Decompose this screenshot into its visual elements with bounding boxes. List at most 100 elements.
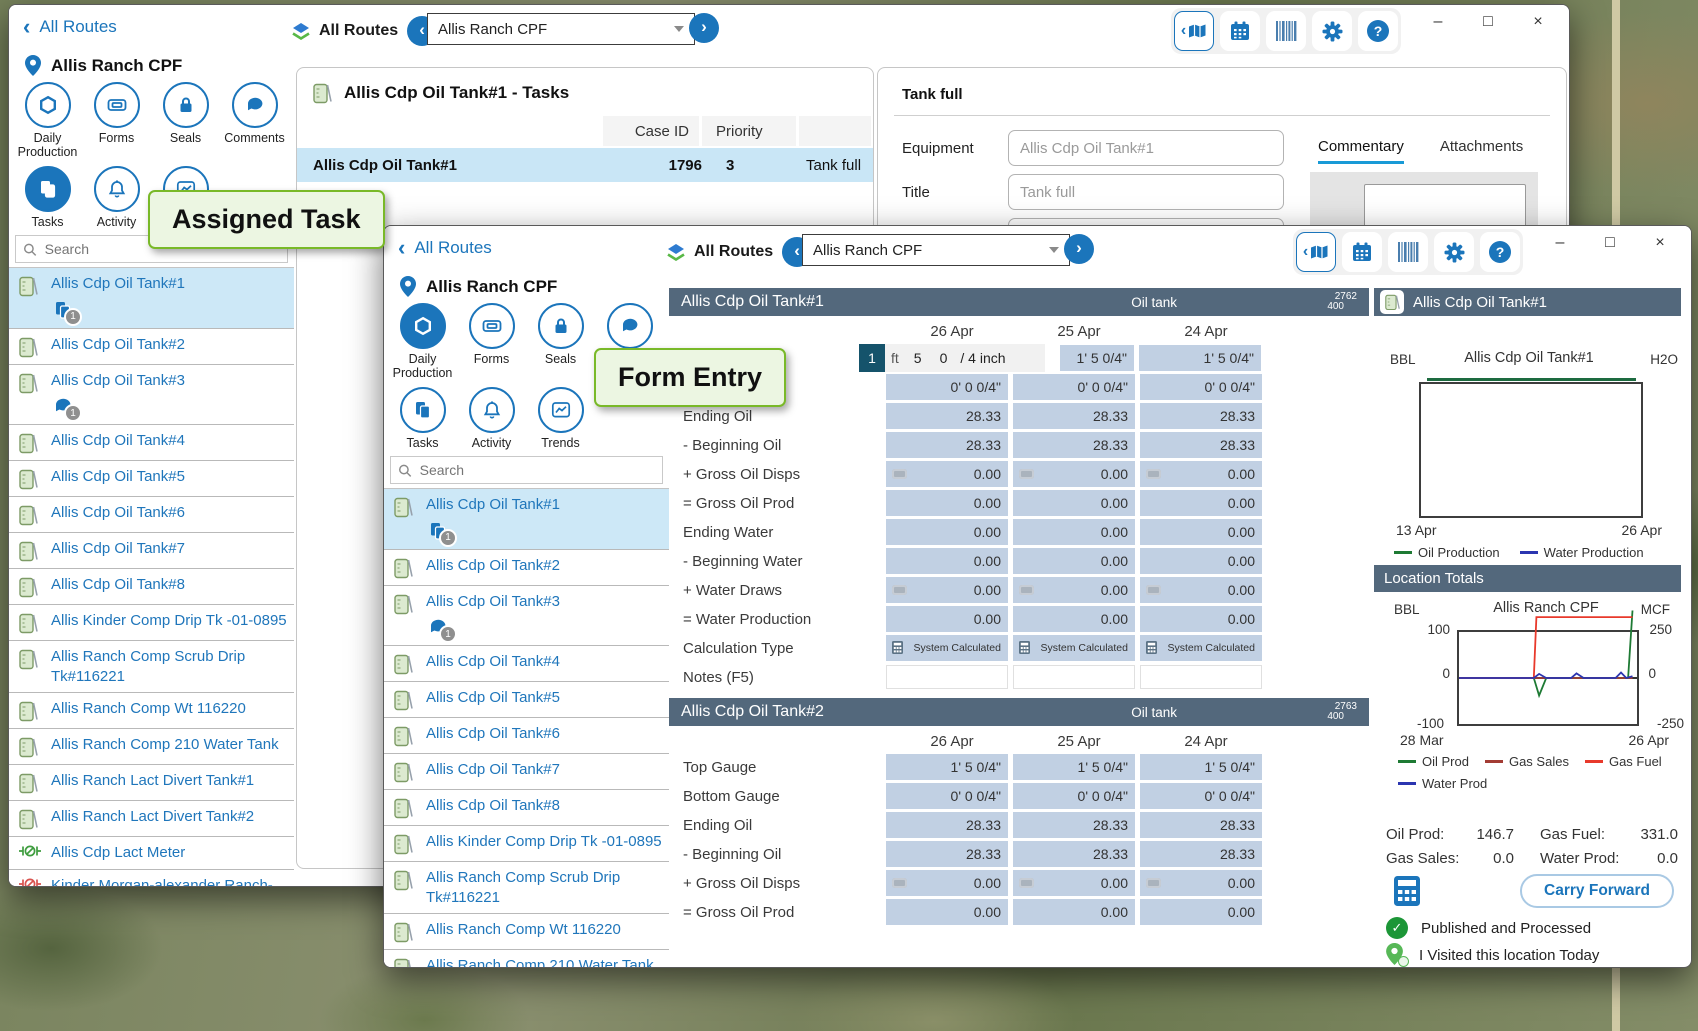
settings-button[interactable] xyxy=(1312,11,1352,51)
sidebar-location-item[interactable]: Allis Ranch Comp 210 Water Tank xyxy=(384,950,669,967)
nav-activity[interactable]: Activity xyxy=(82,165,151,229)
equipment-input[interactable]: Allis Cdp Oil Tank#1 xyxy=(1008,130,1284,166)
form-cell-25apr[interactable]: 1' 5 0/4" xyxy=(1013,754,1135,780)
sidebar-location-item[interactable]: Allis Cdp Oil Tank#7 xyxy=(384,754,669,791)
form-cell-25apr[interactable]: 28.33 xyxy=(1013,841,1135,867)
form-cell-26apr[interactable]: 0.00 xyxy=(886,519,1008,545)
sidebar-location-item[interactable]: Allis Cdp Oil Tank#6 xyxy=(9,497,294,534)
form-cell-26apr[interactable]: System Calculated xyxy=(886,635,1008,661)
form-cell-25apr[interactable]: System Calculated xyxy=(1013,635,1135,661)
map-view-button[interactable]: ‹ xyxy=(1296,232,1336,272)
back-all-routes-link[interactable]: ‹ All Routes xyxy=(398,237,492,259)
nav-forms[interactable]: Forms xyxy=(82,82,151,160)
close-button[interactable]: × xyxy=(1533,13,1543,30)
gauge-inches-value[interactable]: 5 xyxy=(913,350,922,366)
sidebar-location-item[interactable]: Allis Cdp Oil Tank#4 xyxy=(384,646,669,683)
form-cell-26apr[interactable]: 1' 5 0/4" xyxy=(886,754,1008,780)
nav-seals[interactable]: Seals xyxy=(526,303,595,381)
title-input[interactable]: Tank full xyxy=(1008,174,1284,210)
form-cell-26apr[interactable]: 0.00 xyxy=(886,490,1008,516)
form-cell-26apr[interactable]: 28.33 xyxy=(886,841,1008,867)
form-cell-25apr[interactable]: 1' 5 0/4" xyxy=(1060,345,1134,371)
form-cell-26apr[interactable]: 0.00 xyxy=(886,577,1008,603)
back-all-routes-link[interactable]: ‹ All Routes xyxy=(23,16,117,38)
maximize-button[interactable]: □ xyxy=(1605,234,1615,251)
nav-comments[interactable]: Comments xyxy=(220,82,289,160)
map-view-button[interactable]: ‹ xyxy=(1174,11,1214,51)
form-cell-24apr[interactable]: 1' 5 0/4" xyxy=(1140,754,1262,780)
form-cell-24apr[interactable]: 0.00 xyxy=(1140,899,1262,925)
minimize-button[interactable]: – xyxy=(1433,13,1443,30)
settings-button[interactable] xyxy=(1434,232,1474,272)
form-cell-24apr[interactable]: 28.33 xyxy=(1140,432,1262,458)
form-cell-24apr[interactable]: 28.33 xyxy=(1140,403,1262,429)
nav-daily-production[interactable]: Daily Production xyxy=(388,303,457,381)
sidebar-location-item[interactable]: Allis Cdp Oil Tank#2 xyxy=(384,549,669,586)
form-cell-26apr[interactable]: 28.33 xyxy=(886,403,1008,429)
form-cell-24apr[interactable]: 1' 5 0/4" xyxy=(1139,345,1261,371)
sidebar-location-item[interactable]: Allis Cdp Oil Tank#3 1 1 xyxy=(9,364,294,426)
calendar-button[interactable] xyxy=(1220,11,1260,51)
form-cell-25apr[interactable]: 0' 0 0/4" xyxy=(1013,374,1135,400)
sidebar-location-item[interactable]: Allis Cdp Oil Tank#4 xyxy=(9,425,294,462)
form-cell-26apr[interactable]: 0.00 xyxy=(886,870,1008,896)
calculator-button[interactable] xyxy=(1394,876,1420,906)
sidebar-location-item[interactable]: Allis Ranch Lact Divert Tank#2 xyxy=(9,801,294,838)
help-button[interactable]: ? xyxy=(1358,11,1398,51)
route-next-button[interactable]: › xyxy=(689,13,719,43)
help-button[interactable]: ? xyxy=(1480,232,1520,272)
form-cell-24apr[interactable]: 0.00 xyxy=(1140,490,1262,516)
tab-commentary[interactable]: Commentary xyxy=(1318,138,1404,164)
form-cell-26apr[interactable]: 0.00 xyxy=(886,548,1008,574)
nav-forms[interactable]: Forms xyxy=(457,303,526,381)
form-cell-25apr[interactable]: 28.33 xyxy=(1013,432,1135,458)
task-badge[interactable]: 1 xyxy=(53,300,82,326)
form-cell-25apr[interactable]: 28.33 xyxy=(1013,403,1135,429)
form-cell-25apr[interactable]: 28.33 xyxy=(1013,812,1135,838)
sidebar-location-item[interactable]: Allis Cdp Oil Tank#6 xyxy=(384,718,669,755)
sidebar-location-item[interactable]: Allis Cdp Oil Tank#5 xyxy=(9,461,294,498)
carry-forward-button[interactable]: Carry Forward xyxy=(1520,874,1674,908)
form-cell-25apr[interactable]: 0.00 xyxy=(1013,461,1135,487)
sidebar-location-item[interactable]: Allis Ranch Comp Scrub Drip Tk#116221 xyxy=(384,862,669,915)
sidebar-location-item[interactable]: Allis Cdp Oil Tank#1 1 1 xyxy=(9,268,294,329)
form-cell-25apr[interactable]: 0.00 xyxy=(1013,548,1135,574)
form-cell-26apr[interactable]: 28.33 xyxy=(886,432,1008,458)
form-cell-24apr[interactable]: System Calculated xyxy=(1140,635,1262,661)
maximize-button[interactable]: □ xyxy=(1483,13,1493,30)
route-next-button[interactable]: › xyxy=(1064,234,1094,264)
nav-tasks[interactable]: Tasks xyxy=(13,165,82,229)
sidebar-location-item[interactable]: Allis Ranch Comp 210 Water Tank xyxy=(9,729,294,766)
comment-badge[interactable]: 1 xyxy=(53,396,82,423)
calendar-button[interactable] xyxy=(1342,232,1382,272)
form-cell-24apr[interactable]: 0.00 xyxy=(1140,577,1262,603)
form-cell-25apr[interactable]: 0.00 xyxy=(1013,870,1135,896)
sidebar-location-item[interactable]: Allis Ranch Comp Wt 116220 xyxy=(384,914,669,951)
nav-trends[interactable]: Trends xyxy=(526,386,595,450)
task-badge[interactable]: 1 xyxy=(428,521,457,547)
sidebar-location-item[interactable]: Allis Cdp Oil Tank#2 xyxy=(9,328,294,365)
sidebar-location-item[interactable]: Allis Ranch Comp Scrub Drip Tk#116221 xyxy=(9,641,294,694)
sidebar-location-item[interactable]: Allis Kinder Comp Drip Tk -01-0895 xyxy=(384,826,669,863)
close-button[interactable]: × xyxy=(1655,234,1665,251)
task-row[interactable]: Allis Cdp Oil Tank#1 1796 3 Tank full xyxy=(297,148,873,182)
sidebar-location-item[interactable]: Allis Cdp Oil Tank#8 xyxy=(384,790,669,827)
gauge-fraction-value[interactable]: 0 xyxy=(939,350,948,366)
search-input[interactable] xyxy=(417,461,655,480)
form-cell-24apr[interactable]: 28.33 xyxy=(1140,812,1262,838)
sidebar-location-item[interactable]: Kinder Morgan-alexander Ranch-510014 xyxy=(9,869,294,886)
sidebar-location-item[interactable]: Allis Cdp Oil Tank#3 1 1 xyxy=(384,585,669,647)
form-cell-24apr[interactable]: 0.00 xyxy=(1140,606,1262,632)
form-cell-24apr[interactable]: 0' 0 0/4" xyxy=(1140,374,1262,400)
form-cell-26apr[interactable]: 0' 0 0/4" xyxy=(886,783,1008,809)
minimize-button[interactable]: – xyxy=(1555,234,1565,251)
search-box[interactable] xyxy=(390,456,663,485)
form-cell-25apr[interactable]: 0.00 xyxy=(1013,577,1135,603)
form-cell-26apr[interactable]: 0.00 xyxy=(886,461,1008,487)
form-cell-24apr[interactable]: 0.00 xyxy=(1140,548,1262,574)
sidebar-location-item[interactable]: Allis Cdp Oil Tank#5 xyxy=(384,682,669,719)
sidebar-location-item[interactable]: Allis Cdp Oil Tank#8 xyxy=(9,569,294,606)
form-cell-26apr[interactable]: 0' 0 0/4" xyxy=(886,374,1008,400)
sidebar-location-item[interactable]: Allis Kinder Comp Drip Tk -01-0895 xyxy=(9,605,294,642)
form-cell-25apr[interactable]: 0' 0 0/4" xyxy=(1013,783,1135,809)
